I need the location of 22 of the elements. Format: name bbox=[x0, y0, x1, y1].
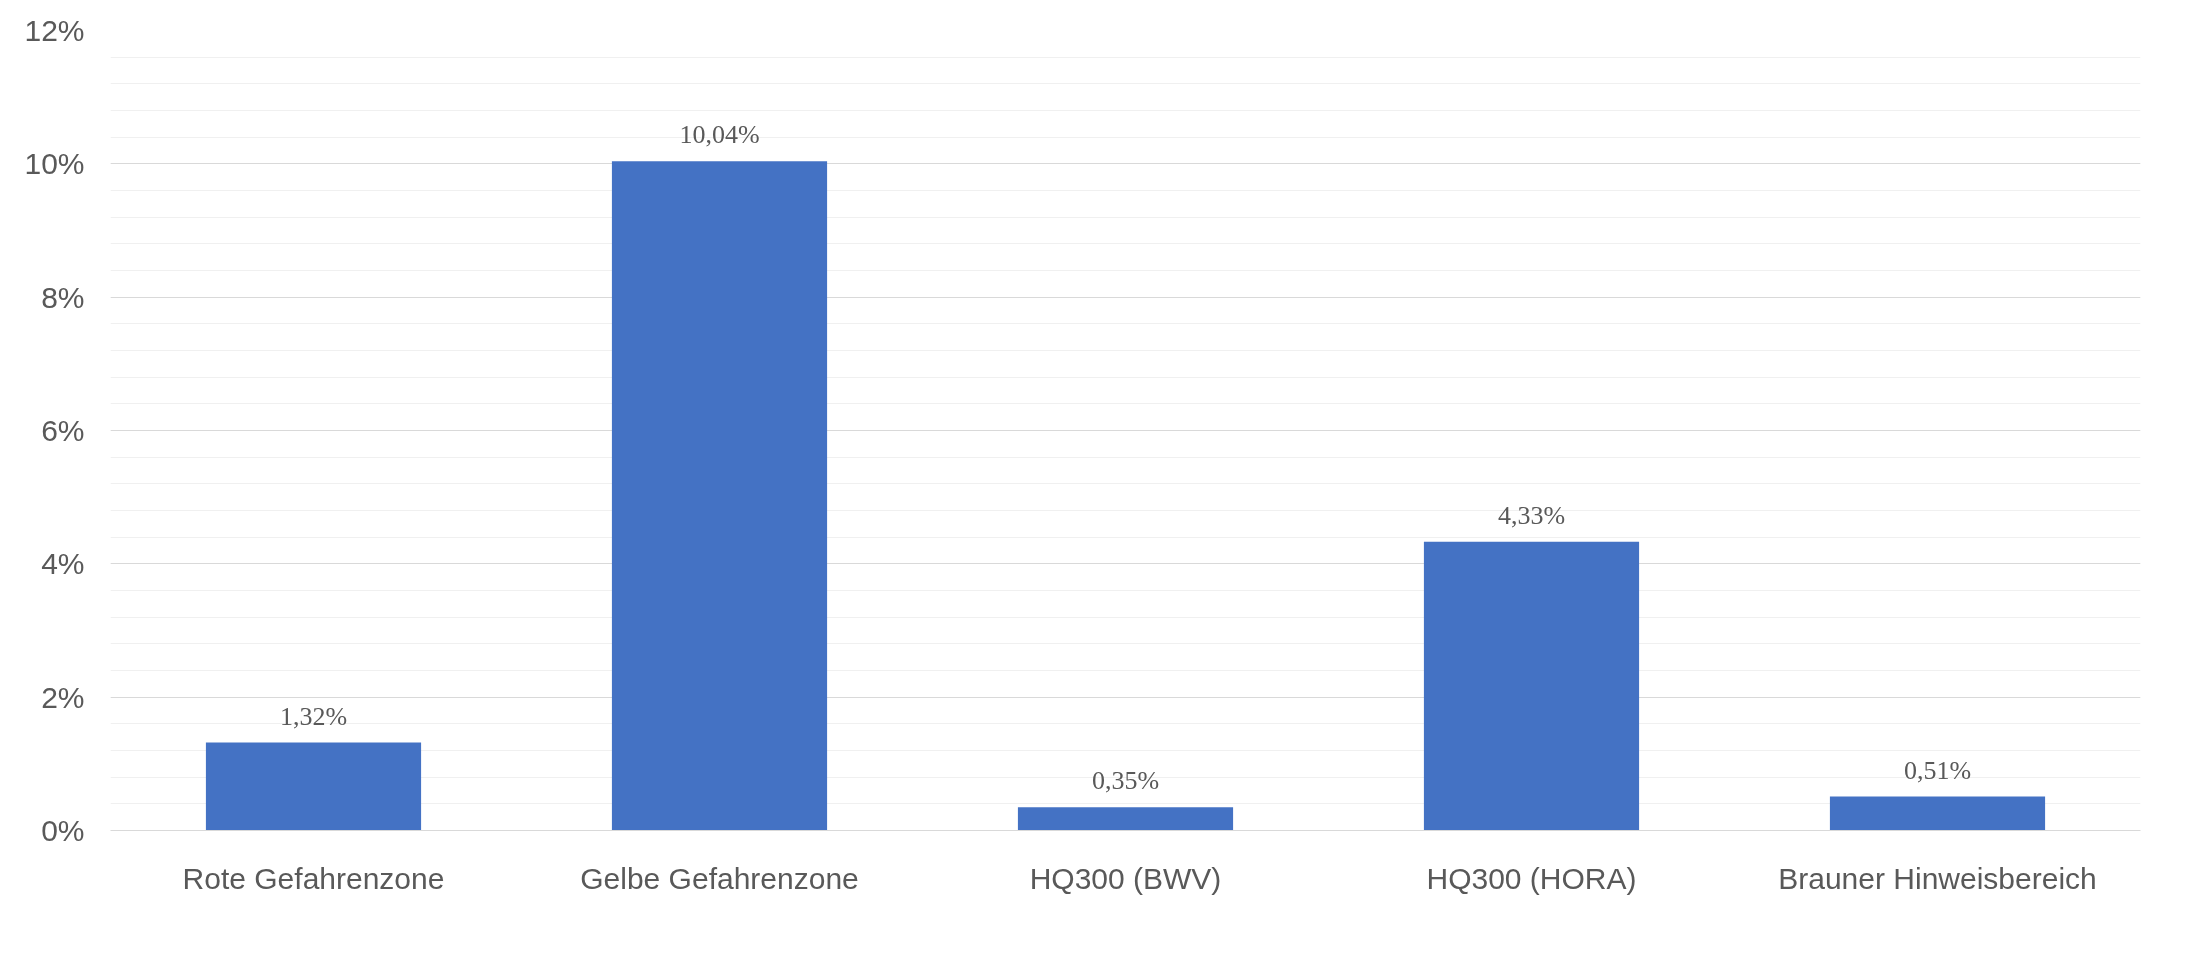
x-tick-label: Rote Gefahrenzone bbox=[182, 861, 445, 895]
data-label: 4,33% bbox=[1497, 500, 1566, 530]
y-tick-label: 2% bbox=[41, 680, 85, 714]
y-tick-label: 0% bbox=[41, 814, 85, 847]
data-label: 10,04% bbox=[679, 120, 760, 150]
y-tick-label: 8% bbox=[41, 280, 85, 314]
x-tick-label: HQ300 (BWV) bbox=[1029, 861, 1222, 895]
bar bbox=[1829, 796, 2046, 831]
bar bbox=[1423, 541, 1640, 831]
x-tick-label: Gelbe Gefahrenzone bbox=[580, 861, 859, 895]
data-label: 1,32% bbox=[279, 701, 348, 731]
y-tick-label: 4% bbox=[41, 547, 85, 581]
y-tick-label: 6% bbox=[41, 414, 85, 447]
data-label: 0,35% bbox=[1091, 766, 1160, 796]
bar bbox=[611, 161, 828, 831]
y-tick-label: 12% bbox=[24, 14, 85, 47]
y-tick-label: 10% bbox=[24, 147, 85, 181]
bar bbox=[1017, 807, 1234, 831]
bar bbox=[205, 742, 422, 831]
data-label: 0,51% bbox=[1903, 755, 1972, 785]
x-tick-label: HQ300 (HORA) bbox=[1426, 861, 1637, 895]
x-tick-label: Brauner Hinweisbereich bbox=[1778, 861, 2097, 895]
